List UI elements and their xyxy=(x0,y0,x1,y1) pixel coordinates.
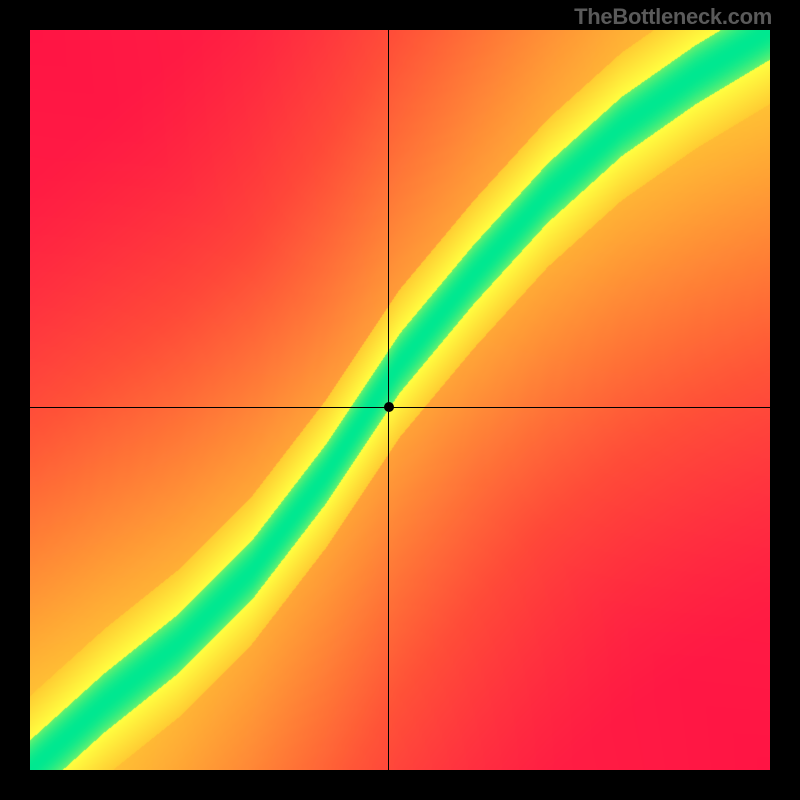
heatmap-plot xyxy=(30,30,770,770)
heatmap-canvas xyxy=(30,30,770,770)
watermark-text: TheBottleneck.com xyxy=(574,4,772,30)
selection-marker xyxy=(384,402,394,412)
crosshair-vertical xyxy=(388,30,389,770)
crosshair-horizontal xyxy=(30,407,770,408)
